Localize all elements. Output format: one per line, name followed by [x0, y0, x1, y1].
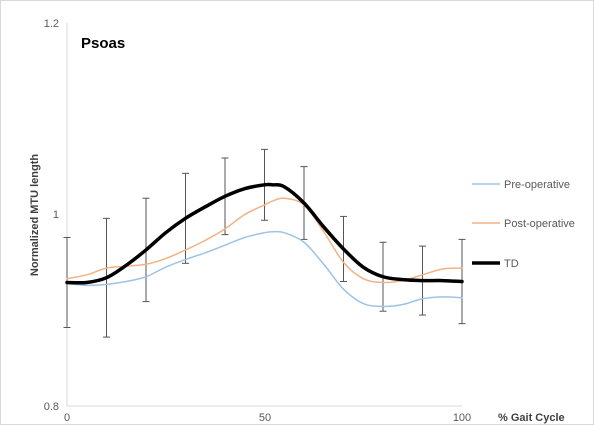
series-line-td [65, 182, 464, 285]
series-lines [65, 182, 464, 308]
legend: Pre-operative Post-operative TD [472, 179, 575, 270]
x-tick-label-2: 100 [453, 412, 471, 424]
x-axis-title: % Gait Cycle [498, 412, 565, 424]
series-line-pre-operative [66, 230, 463, 308]
x-tick-label-0: 0 [64, 412, 70, 424]
y-axis-title: Normalized MTU length [29, 154, 41, 277]
axes [66, 23, 462, 407]
y-tick-label-2: 1.2 [44, 18, 59, 30]
legend-label: Pre-operative [504, 179, 570, 191]
chart-title: Psoas [81, 35, 125, 52]
series-line-post-operative [66, 197, 463, 284]
legend-label: TD [504, 258, 519, 270]
y-tick-label-1: 1 [53, 209, 59, 221]
legend-label: Post-operative [504, 218, 575, 230]
x-tick-label-1: 50 [259, 412, 271, 424]
y-tick-label-0: 0.8 [44, 401, 59, 413]
error-bars [63, 148, 466, 338]
